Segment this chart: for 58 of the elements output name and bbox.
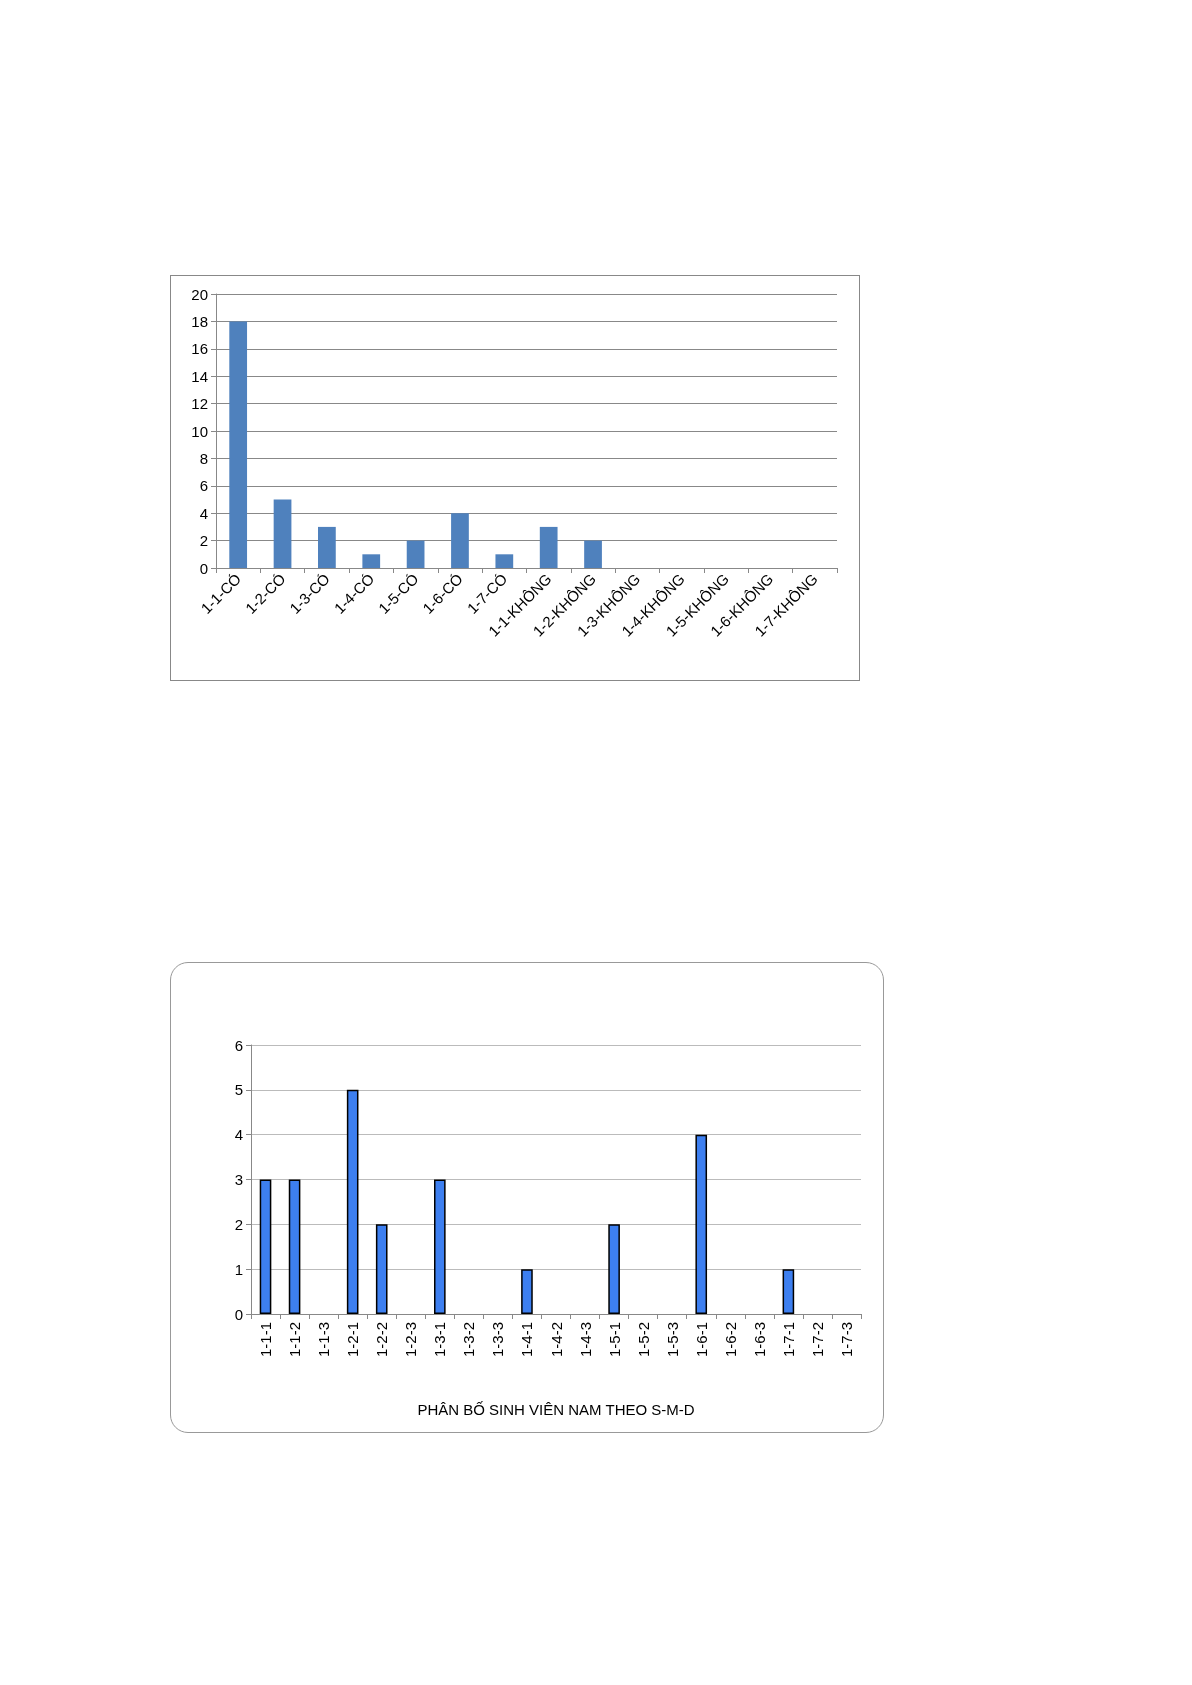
x-tick-label: 1-3-1 [431, 1322, 449, 1358]
bar [288, 1179, 301, 1314]
y-tick-label: 12 [191, 395, 208, 413]
x-tick-label: 1-4-3 [576, 1322, 594, 1358]
x-tick-label: 1-1-1 [257, 1322, 275, 1358]
x-tick-label: 1-5-1 [605, 1322, 623, 1358]
bar [229, 321, 248, 568]
y-tick-label: 6 [199, 477, 208, 495]
x-tick-label: 1-7-2 [808, 1322, 826, 1358]
bar [259, 1179, 272, 1314]
x-tick-label: 1-2-2 [373, 1322, 391, 1358]
bar [782, 1269, 795, 1314]
y-tick-label: 2 [234, 1215, 243, 1233]
y-tick-label: 0 [199, 559, 208, 577]
x-tick-label: 1-4-1 [518, 1322, 536, 1358]
bar [362, 554, 381, 568]
bar [318, 526, 336, 568]
y-tick-label: 3 [234, 1171, 243, 1188]
bar [434, 1179, 446, 1314]
x-tick-label: 1-7-3 [837, 1322, 855, 1358]
y-tick-label: 5 [234, 1081, 243, 1099]
x-tick-label: 1-1-3 [315, 1322, 333, 1358]
x-tick-label: 1-2-3 [402, 1322, 420, 1358]
bar [521, 1269, 533, 1314]
y-tick-label: 4 [199, 504, 208, 522]
y-tick-label: 1 [234, 1260, 243, 1278]
y-tick-label: 4 [234, 1126, 243, 1144]
bar [584, 540, 602, 568]
bar [495, 554, 514, 568]
x-tick-label: 1-6-3 [750, 1322, 768, 1358]
x-tick-label: 1-5-3 [663, 1322, 681, 1358]
x-tick-label: 1-2-1 [344, 1322, 362, 1358]
x-tick-label: 1-3-2 [460, 1322, 478, 1358]
y-tick-label: 18 [191, 312, 208, 330]
y-tick-label: 14 [191, 367, 208, 385]
bar [695, 1134, 708, 1314]
x-tick-label: 1-7-1 [779, 1322, 797, 1358]
y-tick-label: 8 [199, 449, 208, 467]
bar [451, 513, 469, 568]
bar [406, 540, 425, 568]
bar [273, 499, 292, 568]
x-tick-label: 1-3-3 [489, 1322, 507, 1358]
y-tick-label: 10 [191, 422, 208, 440]
y-tick-label: 20 [191, 285, 208, 303]
bar [608, 1224, 620, 1314]
x-tick-label: 1-1-2 [286, 1322, 304, 1358]
x-tick-label: 1-4-2 [547, 1322, 565, 1358]
y-tick-label: 2 [199, 532, 208, 550]
x-tick-label: 1-5-2 [634, 1322, 652, 1358]
bar [539, 526, 558, 568]
y-tick-label: 6 [234, 1036, 243, 1054]
x-tick-label: 1-6-1 [692, 1322, 710, 1358]
x-tick-label: 1-6-2 [721, 1322, 739, 1358]
y-tick-label: 0 [234, 1305, 243, 1323]
x-axis-title: PHÂN BỐ SINH VIÊN NAM THEO S-M-D [417, 1401, 695, 1418]
bar [346, 1089, 359, 1314]
y-tick-label: 16 [191, 340, 208, 358]
bar [375, 1224, 388, 1314]
